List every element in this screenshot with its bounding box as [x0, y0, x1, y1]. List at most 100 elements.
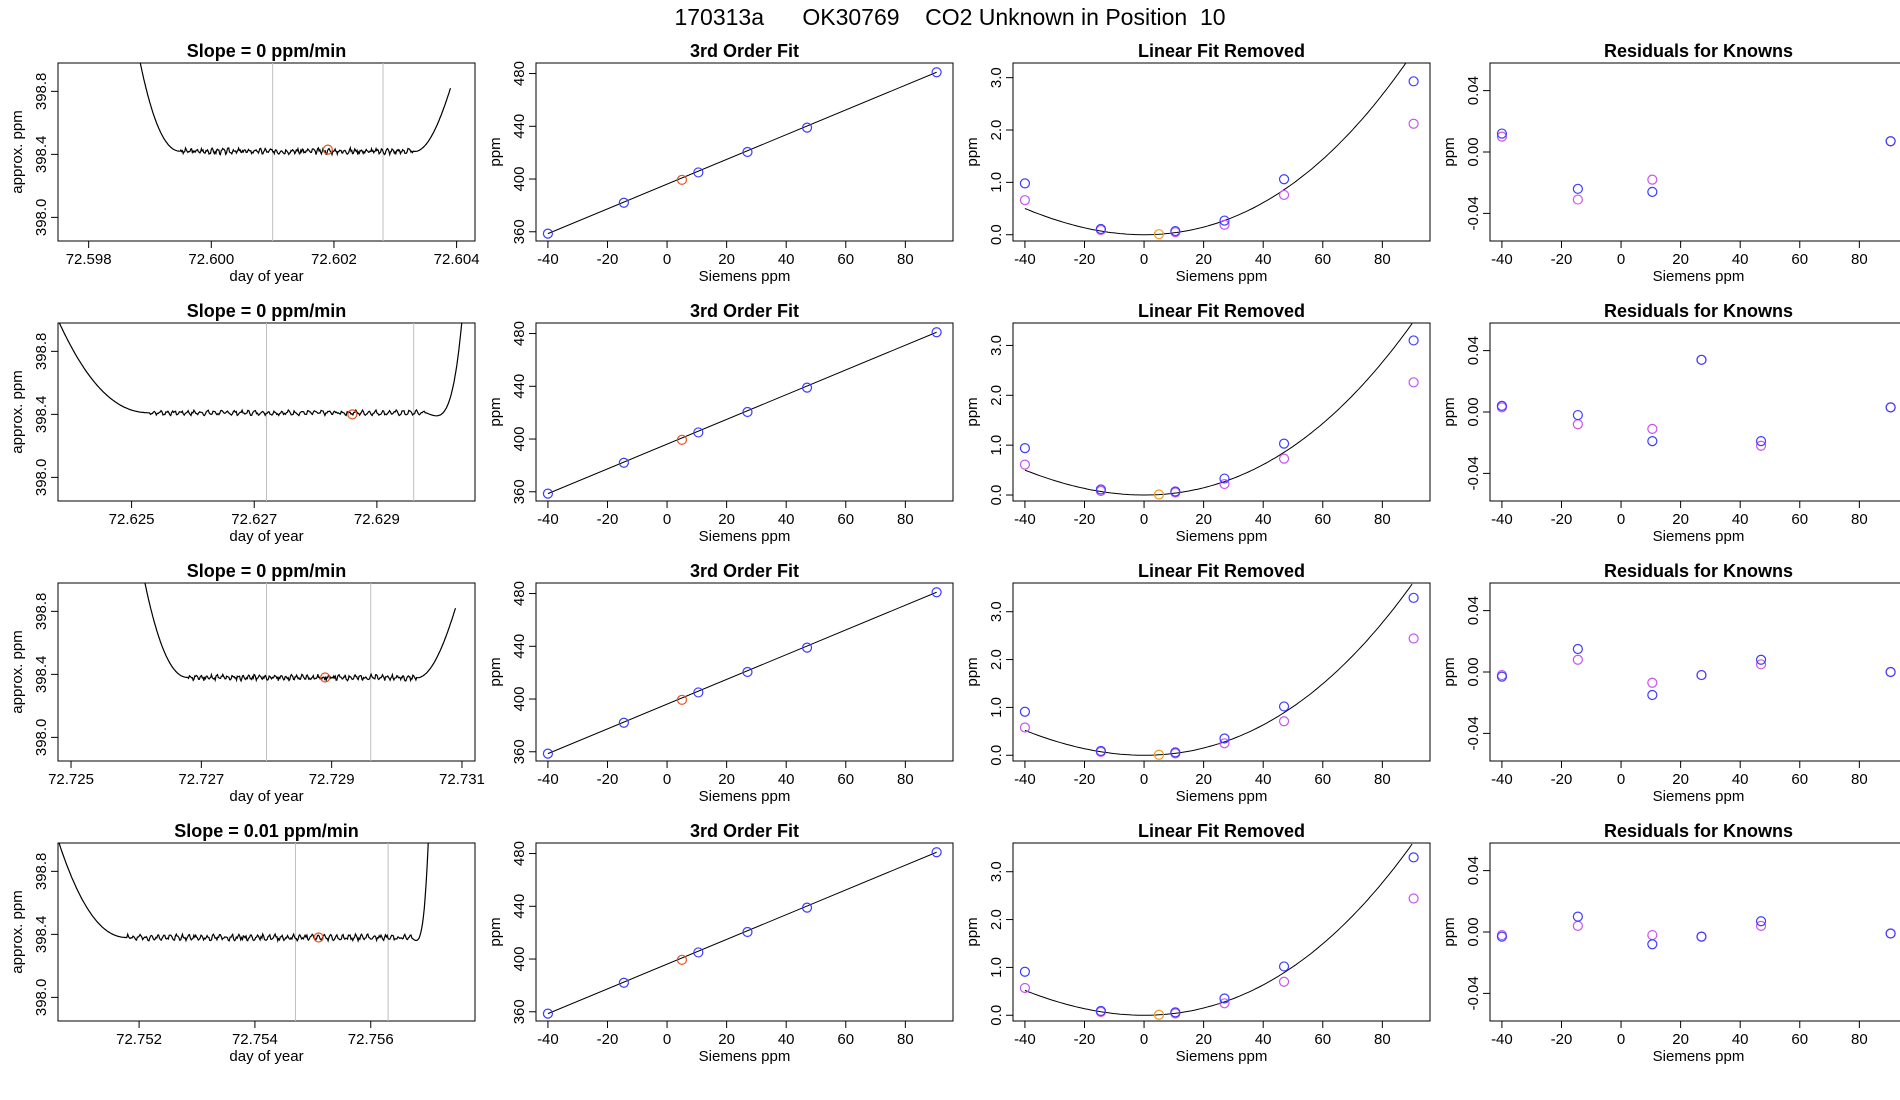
y-tick-label: 2.0	[988, 909, 1005, 930]
y-axis-label: ppm	[487, 657, 504, 686]
x-tick-label: 80	[897, 251, 914, 268]
x-tick-label: -40	[537, 251, 559, 268]
y-tick-label: 440	[511, 634, 528, 659]
fit-point	[1647, 174, 1658, 185]
x-tick-label: 80	[1851, 771, 1868, 788]
known-point	[1885, 402, 1896, 413]
fit-point	[1572, 419, 1583, 430]
known-point	[693, 167, 704, 178]
unknown-point	[676, 694, 688, 705]
panel-title: Slope = 0 ppm/min	[187, 41, 347, 61]
x-tick-label: 20	[718, 511, 735, 528]
known-point	[1170, 747, 1181, 758]
y-tick-label: 1.0	[988, 697, 1005, 718]
known-point	[1095, 223, 1106, 235]
x-axis-label: Siemens ppm	[1653, 1048, 1745, 1065]
y-tick-label: 398.4	[33, 136, 50, 174]
unknown-marker	[347, 409, 358, 420]
known-point	[1755, 436, 1767, 447]
known-point	[1170, 225, 1181, 237]
x-tick-label: 20	[1672, 511, 1689, 528]
y-tick-label: 0.04	[1465, 76, 1482, 105]
known-point	[801, 122, 813, 133]
x-axis-label: Siemens ppm	[1653, 788, 1745, 805]
x-tick-label: 60	[1791, 251, 1808, 268]
x-tick-label: 40	[778, 251, 795, 268]
x-tick-label: 80	[897, 1031, 914, 1048]
known-point	[542, 748, 554, 759]
known-point	[1696, 354, 1707, 365]
plot-frame	[1012, 582, 1431, 762]
x-tick-label: -20	[597, 251, 619, 268]
x-tick-label: 40	[1732, 511, 1749, 528]
x-tick-label: 0	[1140, 511, 1148, 528]
x-tick-label: 60	[1314, 251, 1331, 268]
panel-title: Slope = 0 ppm/min	[187, 561, 347, 581]
x-tick-label: -20	[597, 1031, 619, 1048]
x-tick-label: -20	[1074, 1031, 1096, 1048]
x-tick-label: 20	[1195, 1031, 1212, 1048]
known-point	[542, 228, 554, 239]
y-axis-label: ppm	[487, 397, 504, 426]
panel-3-2: Linear Fit Removed -40 -20 0 20 40 60 80 0.0 1.0 2…	[964, 821, 1431, 1065]
panel-title: 3rd Order Fit	[690, 821, 799, 841]
x-tick-label: 40	[1732, 771, 1749, 788]
fit-point	[1278, 716, 1290, 727]
concentration-trace	[58, 843, 429, 943]
fit-curve	[1024, 323, 1413, 496]
fit-line	[547, 851, 937, 1015]
plot-frame	[57, 842, 476, 1022]
panel-title: Linear Fit Removed	[1138, 301, 1305, 321]
panel-1-0: Slope = 0 ppm/min 72.625 72.627 72.629 398.0…	[9, 301, 476, 545]
x-tick-label: 60	[1791, 1031, 1808, 1048]
panel-title: Linear Fit Removed	[1138, 561, 1305, 581]
y-tick-label: 400	[511, 947, 528, 972]
known-point	[1219, 215, 1230, 226]
panel-title: Slope = 0.01 ppm/min	[174, 821, 359, 841]
x-axis-label: Siemens ppm	[699, 528, 791, 545]
x-tick-label: 0	[1617, 1031, 1625, 1048]
panel-2-2: Linear Fit Removed -40 -20 0 20 40 60 80 0.0 1.0 2…	[964, 561, 1431, 805]
y-tick-label: 400	[511, 427, 528, 452]
x-tick-label: 80	[1851, 511, 1868, 528]
known-point	[1019, 706, 1031, 717]
y-tick-label: 0.00	[1465, 657, 1482, 686]
x-tick-label: 72.756	[348, 1031, 394, 1048]
x-tick-label: 72.627	[231, 511, 277, 528]
x-tick-label: 40	[1732, 1031, 1749, 1048]
x-tick-label: 80	[897, 771, 914, 788]
x-tick-label: 72.731	[439, 771, 485, 788]
y-tick-label: 398.4	[33, 916, 50, 954]
fit-point	[1496, 131, 1508, 142]
fit-point	[1278, 189, 1290, 201]
plot-area	[542, 847, 942, 1019]
x-axis-label: Siemens ppm	[1653, 268, 1745, 285]
x-axis-label: Siemens ppm	[699, 268, 791, 285]
x-tick-label: 72.727	[178, 771, 224, 788]
y-tick-label: 360	[511, 479, 528, 504]
y-tick-label: 398.8	[33, 593, 50, 631]
panel-title: Slope = 0 ppm/min	[187, 301, 347, 321]
x-axis-label: Siemens ppm	[1176, 528, 1268, 545]
x-tick-label: 72.752	[116, 1031, 162, 1048]
x-axis-label: Siemens ppm	[699, 788, 791, 805]
fit-point	[1019, 459, 1031, 470]
known-point	[801, 642, 813, 653]
x-tick-label: 80	[1374, 511, 1391, 528]
known-point	[1095, 1005, 1106, 1017]
unknown-point	[1153, 749, 1165, 760]
known-point	[1095, 484, 1106, 495]
panel-title: Residuals for Knowns	[1604, 561, 1793, 581]
y-tick-label: 400	[511, 167, 528, 192]
y-tick-label: 398.4	[33, 656, 50, 694]
x-tick-label: 40	[1255, 251, 1272, 268]
panel-title: 3rd Order Fit	[690, 561, 799, 581]
y-tick-label: 0.00	[1465, 917, 1482, 946]
known-point	[1219, 473, 1230, 484]
y-tick-label: 398.8	[33, 853, 50, 891]
x-axis-label: day of year	[229, 528, 303, 545]
known-point	[1496, 931, 1508, 942]
fit-point	[1278, 453, 1290, 464]
plot-area	[1496, 354, 1896, 451]
x-tick-label: 72.625	[109, 511, 155, 528]
